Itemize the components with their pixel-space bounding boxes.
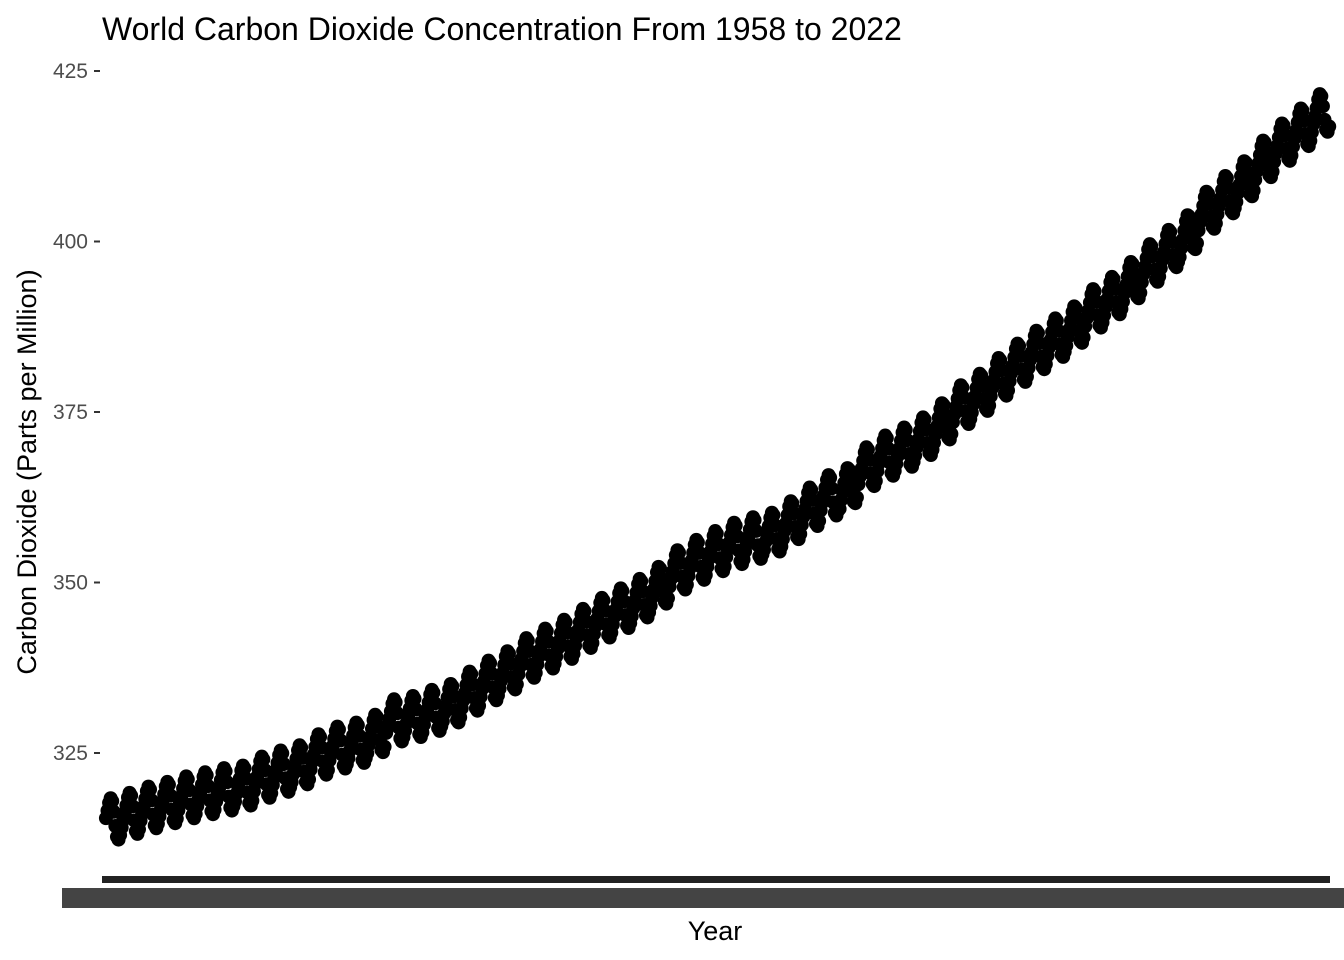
data-point-2015-12	[1189, 236, 1204, 251]
data-point-1974-8	[409, 702, 424, 717]
data-point-1961-7	[161, 777, 176, 792]
data-point-1990-7	[709, 526, 724, 541]
data-point-1985-7	[615, 583, 630, 598]
data-point-1965-7	[237, 761, 252, 776]
data-point-1958-8	[106, 804, 121, 819]
data-point-1972-12	[377, 739, 392, 754]
data-point-1970-8	[333, 733, 348, 748]
data-point-2018-12	[1246, 183, 1261, 198]
data-point-1991-7	[728, 518, 743, 533]
y-tick-label-350: 350	[53, 572, 88, 595]
data-point-1989-7	[690, 535, 705, 550]
data-point-1999-8	[881, 441, 896, 456]
y-tick-label-425: 425	[53, 60, 88, 83]
data-point-2012-12	[1133, 285, 1148, 300]
data-point-1959-7	[124, 788, 139, 803]
data-point-1983-7	[577, 604, 592, 619]
data-point-1975-8	[427, 696, 442, 711]
data-point-1992-7	[747, 513, 762, 528]
data-point-1964-7	[218, 764, 233, 779]
x-axis-label: Year	[688, 916, 743, 946]
data-point-1996-8	[824, 481, 839, 496]
data-point-2022-12	[1322, 119, 1337, 134]
data-point-1981-7	[539, 624, 554, 639]
data-point-1987-12	[660, 591, 675, 606]
y-axis-label: Carbon Dioxide (Parts per Million)	[12, 269, 42, 674]
data-point-2002-12	[944, 426, 959, 441]
data-point-1975-7	[426, 685, 441, 700]
data-point-1992-8	[749, 523, 764, 538]
data-point-1988-7	[672, 545, 686, 560]
data-point-1997-12	[849, 490, 864, 505]
y-tick-label-400: 400	[53, 231, 88, 254]
data-points	[98, 87, 1337, 847]
data-point-1973-7	[388, 695, 403, 710]
data-point-1974-7	[407, 691, 422, 706]
data-point-1970-7	[331, 722, 346, 737]
data-point-2022-8	[1315, 99, 1330, 114]
x-axis	[62, 876, 1344, 908]
data-point-1967-8	[276, 757, 291, 772]
data-point-1962-8	[182, 783, 197, 798]
data-point-1964-8	[220, 775, 235, 790]
data-point-1966-8	[257, 763, 272, 778]
data-point-1967-7	[275, 746, 290, 761]
data-point-1984-7	[596, 593, 611, 608]
data-point-1961-8	[163, 788, 178, 803]
data-point-1960-8	[144, 793, 159, 808]
data-point-1978-7	[483, 656, 498, 671]
data-point-1960-7	[143, 782, 158, 797]
data-point-1962-7	[180, 772, 195, 787]
data-point-1998-7	[860, 442, 875, 457]
data-point-1968-7	[294, 740, 309, 755]
y-tick-label-325: 325	[53, 742, 88, 765]
data-point-1973-8	[390, 706, 405, 721]
data-point-1982-7	[558, 615, 573, 630]
chart-title: World Carbon Dioxide Concentration From …	[102, 11, 902, 47]
y-axis: 325 350 375 400 425	[53, 60, 100, 765]
data-point-1993-7	[766, 508, 781, 523]
data-point-1963-7	[199, 768, 214, 783]
data-point-2003-7	[955, 380, 970, 395]
data-point-2009-12	[1076, 330, 1091, 345]
data-point-1958-7	[105, 794, 120, 809]
data-point-1980-7	[520, 633, 535, 648]
data-point-1971-7	[350, 718, 365, 733]
data-point-2000-7	[898, 422, 913, 437]
data-point-1966-7	[256, 752, 271, 767]
data-point-1996-7	[823, 470, 838, 485]
data-point-1995-12	[812, 513, 827, 528]
data-point-1971-8	[352, 728, 367, 743]
data-point-1977-7	[464, 666, 479, 681]
y-tick-label-375: 375	[53, 401, 88, 424]
data-point-1963-8	[201, 779, 216, 794]
data-point-1969-7	[313, 729, 328, 744]
data-point-1999-7	[879, 431, 894, 446]
x-tick-labels-overlap	[62, 888, 1344, 908]
data-point-1991-8	[730, 529, 745, 544]
x-ticks-band	[102, 876, 1330, 883]
